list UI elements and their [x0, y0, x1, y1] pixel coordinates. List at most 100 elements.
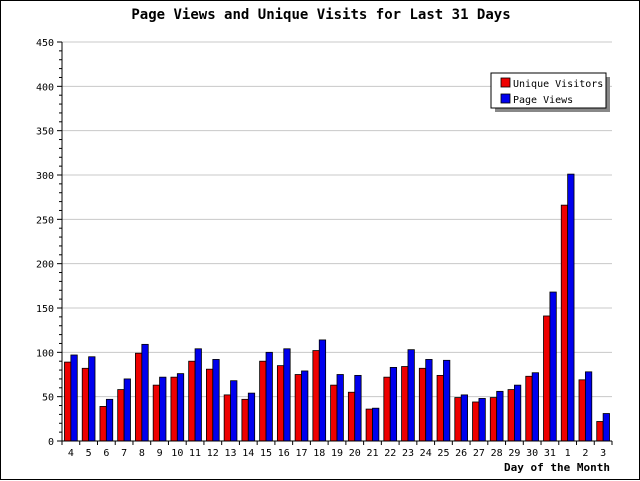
x-tick-label: 14 — [242, 448, 254, 459]
legend: Unique Visitors Page Views — [490, 72, 610, 112]
bar-unique-visitors — [170, 376, 178, 442]
x-tick-label: 1 — [565, 448, 571, 459]
bar-unique-visitors — [472, 401, 480, 442]
bar-page-views — [460, 394, 468, 442]
bar-page-views — [265, 351, 273, 442]
bars — [64, 173, 610, 442]
x-tick-label: 21 — [366, 448, 378, 459]
bar-page-views — [531, 372, 539, 442]
y-tick-labels: 0 50 100 150 200 250 300 350 400 450 — [36, 38, 54, 448]
y-tick-label: 100 — [36, 348, 54, 359]
bar-unique-visitors — [578, 379, 586, 442]
bar-unique-visitors — [383, 376, 391, 442]
bar-page-views — [602, 413, 610, 442]
bar-unique-visitors — [312, 350, 320, 442]
bar-unique-visitors — [330, 384, 338, 442]
x-tick-label: 27 — [473, 448, 485, 459]
x-tick-label: 11 — [189, 448, 201, 459]
y-tick-label: 450 — [36, 38, 54, 49]
x-tick-labels: 4 5 6 7 8 9 10 11 12 13 14 15 16 17 18 19 20 21 22 23 24 25 26… — [68, 448, 606, 459]
chart-title: Page Views and Unique Visits for Last 31… — [131, 7, 510, 23]
bar-unique-visitors — [259, 360, 267, 442]
bar-page-views — [549, 291, 557, 442]
bar-page-views — [336, 374, 344, 442]
bar-unique-visitors — [525, 375, 533, 442]
bar-page-views — [212, 359, 220, 442]
bar-page-views — [301, 370, 309, 442]
legend-label-page-views: Page Views — [513, 95, 573, 106]
bar-page-views — [514, 384, 522, 442]
bar-page-views — [478, 398, 486, 442]
bar-page-views — [88, 356, 96, 442]
x-tick-label: 17 — [295, 448, 307, 459]
bar-unique-visitors — [401, 366, 409, 442]
bar-page-views — [496, 390, 504, 442]
x-tick-label: 10 — [171, 448, 183, 459]
bar-unique-visitors — [135, 352, 143, 442]
x-tick-label: 16 — [278, 448, 290, 459]
bar-unique-visitors — [117, 389, 125, 442]
x-tick-label: 22 — [384, 448, 396, 459]
bar-page-views — [70, 354, 78, 442]
y-tick-label: 50 — [42, 393, 54, 404]
y-tick-label: 300 — [36, 171, 54, 182]
x-tick-label: 23 — [402, 448, 414, 459]
x-tick-label: 6 — [103, 448, 109, 459]
x-tick-label: 26 — [455, 448, 467, 459]
y-tick-label: 200 — [36, 260, 54, 271]
bar-page-views — [425, 359, 433, 442]
x-tick-label: 29 — [508, 448, 520, 459]
bar-unique-visitors — [188, 360, 196, 442]
bar-unique-visitors — [64, 361, 72, 442]
x-tick-label: 12 — [207, 448, 219, 459]
bar-unique-visitors — [152, 384, 160, 442]
bar-page-views — [105, 398, 114, 442]
axes — [57, 41, 613, 445]
bar-page-views — [123, 378, 131, 442]
x-tick-label: 18 — [313, 448, 325, 459]
legend-label-unique-visitors: Unique Visitors — [513, 79, 603, 90]
bar-unique-visitors — [507, 389, 515, 442]
bar-unique-visitors — [543, 315, 551, 442]
bar-page-views — [443, 359, 451, 442]
x-tick-label: 4 — [68, 448, 74, 459]
bar-page-views — [389, 367, 398, 442]
x-tick-label: 15 — [260, 448, 272, 459]
x-axis-label: Day of the Month — [504, 461, 610, 474]
bar-page-views — [354, 374, 362, 442]
x-tick-label: 2 — [582, 448, 588, 459]
x-tick-label: 5 — [86, 448, 92, 459]
bar-page-views — [318, 339, 327, 442]
bar-unique-visitors — [206, 368, 214, 442]
bar-unique-visitors — [418, 367, 427, 442]
y-tick-label: 350 — [36, 127, 54, 138]
bar-unique-visitors — [347, 391, 356, 442]
x-tick-label: 28 — [491, 448, 503, 459]
bar-unique-visitors — [223, 394, 231, 442]
bar-unique-visitors — [276, 365, 285, 442]
bar-unique-visitors — [596, 421, 604, 442]
bar-page-views — [372, 407, 380, 442]
bar-page-views — [283, 348, 291, 442]
x-tick-label: 19 — [331, 448, 343, 459]
gridlines — [62, 41, 612, 398]
x-tick-label: 31 — [544, 448, 556, 459]
bar-unique-visitors — [489, 397, 498, 442]
x-tick-label: 30 — [526, 448, 538, 459]
x-tick-label: 13 — [225, 448, 237, 459]
y-tick-label: 150 — [36, 304, 54, 315]
bar-unique-visitors — [99, 406, 107, 442]
bar-unique-visitors — [241, 398, 249, 442]
bar-page-views — [584, 371, 593, 442]
bar-page-views — [230, 380, 238, 442]
bar-page-views — [159, 376, 167, 442]
bar-unique-visitors — [81, 367, 90, 442]
bar-page-views — [407, 349, 415, 442]
bar-page-views — [141, 343, 149, 442]
legend-swatch-page-views — [500, 93, 511, 104]
bar-page-views — [176, 373, 185, 442]
y-tick-label: 400 — [36, 82, 54, 93]
y-tick-label: 250 — [36, 215, 54, 226]
